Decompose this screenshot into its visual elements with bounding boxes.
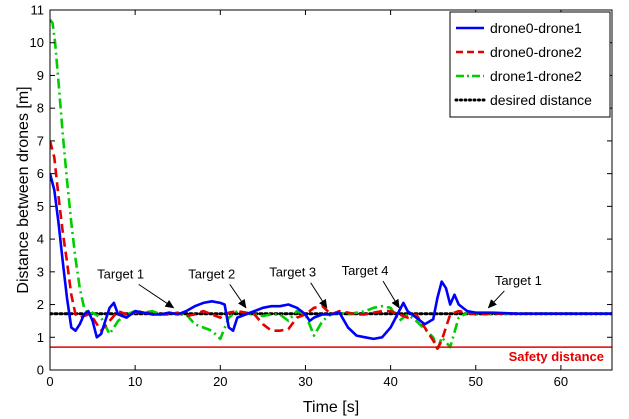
y-tick-label: 11	[31, 3, 45, 18]
series-line-drone0-drone2	[50, 140, 612, 351]
legend-entry-label: drone0-drone1	[490, 20, 582, 36]
y-tick-label: 1	[37, 330, 44, 345]
x-tick-label: 40	[383, 374, 397, 389]
y-tick-label: 0	[37, 363, 44, 378]
target-annotation-arrow	[487, 290, 505, 309]
target-annotation-label: Target 3	[269, 265, 316, 280]
x-tick-label: 20	[213, 374, 227, 389]
target-annotation-arrow	[138, 283, 175, 309]
safety-distance-label: Safety distance	[509, 349, 604, 364]
x-tick-label: 10	[128, 374, 142, 389]
y-axis-label: Distance between drones [m]	[15, 86, 32, 293]
target-annotation-arrow	[382, 280, 400, 309]
y-tick-label: 10	[30, 35, 44, 50]
series-line-drone0-drone1	[50, 173, 612, 341]
target-annotation-arrow	[229, 284, 247, 309]
x-tick-label: 60	[554, 374, 568, 389]
target-annotation-label: Target 4	[342, 263, 389, 278]
series-line-drone1-drone2	[50, 18, 612, 352]
legend-entry-label: drone1-drone2	[490, 68, 582, 84]
y-tick-label: 7	[37, 133, 44, 148]
y-tick-label: 9	[37, 68, 44, 83]
axes-layer: 0 10 20 30 40 50 60 0 1 2 3 4 5 6 7 8 9 10 11	[30, 3, 613, 389]
legend-entry-label: desired distance	[490, 92, 592, 108]
plot-frame	[49, 9, 613, 371]
target-annotation-label: Target 1	[97, 266, 144, 281]
y-tick-label: 3	[37, 264, 44, 279]
x-tick-label: 50	[469, 374, 483, 389]
target-annotation-arrow	[310, 282, 328, 309]
target-annotation-label: Target 1	[495, 273, 542, 288]
y-tick-label: 2	[37, 297, 44, 312]
legend: drone0-drone1 drone0-drone2 drone1-drone2 d…	[449, 11, 611, 118]
x-tick-label: 0	[46, 374, 53, 389]
annotation-layer: Target 1 Target 2 Target 3 Target 4 Target 1	[97, 263, 542, 309]
series-layer	[50, 18, 612, 352]
x-axis-label: Time [s]	[303, 399, 359, 416]
legend-box	[449, 11, 611, 118]
y-tick-label: 5	[37, 199, 44, 214]
y-tick-label: 6	[37, 166, 44, 181]
y-tick-label: 8	[37, 101, 44, 116]
legend-entry-label: drone0-drone2	[490, 44, 582, 60]
x-tick-label: 30	[298, 374, 312, 389]
reference-line-layer: Safety distance	[50, 346, 612, 364]
target-annotation-label: Target 2	[188, 266, 235, 281]
y-tick-label: 4	[37, 232, 44, 247]
